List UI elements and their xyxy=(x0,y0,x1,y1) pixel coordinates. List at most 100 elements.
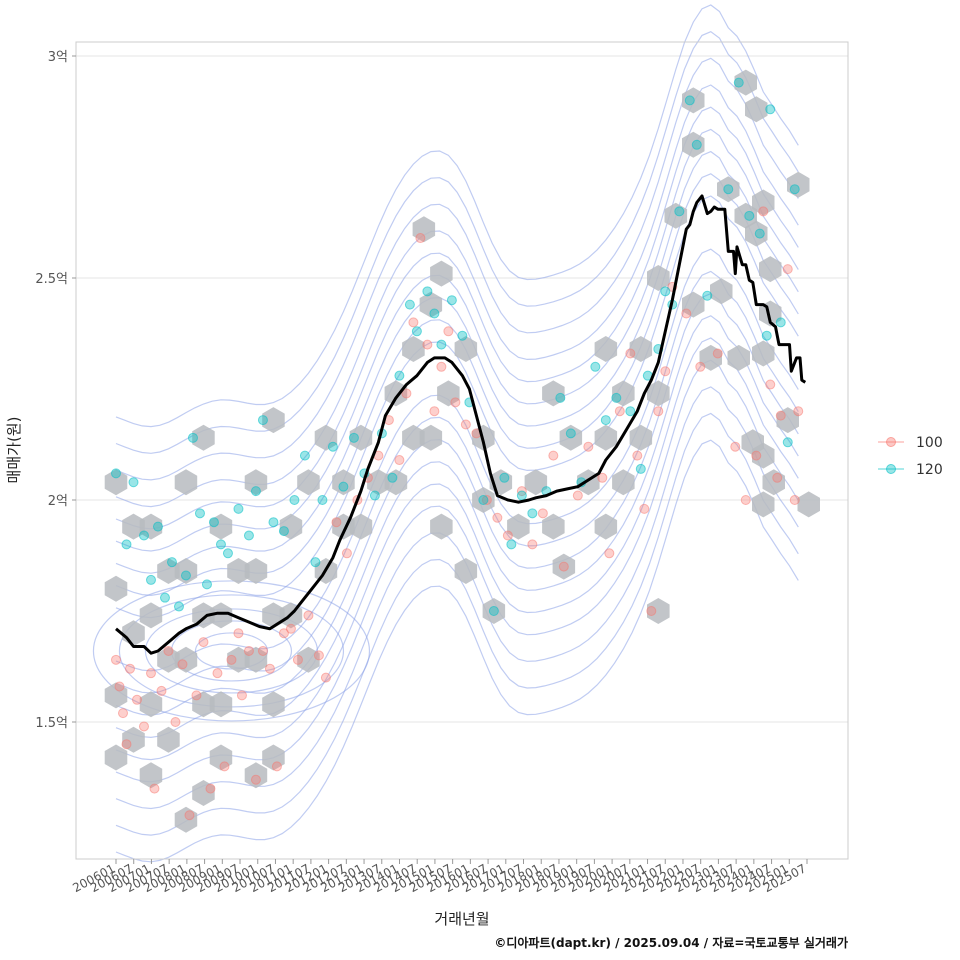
point-series-100 xyxy=(219,761,230,772)
point-series-120 xyxy=(436,339,447,350)
hexbin xyxy=(727,344,750,371)
point-series-100 xyxy=(401,388,412,399)
density-contour-down xyxy=(115,292,799,716)
point-series-120 xyxy=(327,441,338,452)
hexbin xyxy=(227,558,250,584)
hexbin xyxy=(430,260,453,287)
hexbin xyxy=(139,762,163,789)
hexbin xyxy=(542,380,565,407)
point-series-120 xyxy=(660,286,671,297)
x-axis-title: 거래년월 xyxy=(434,910,489,928)
point-series-100 xyxy=(681,308,692,319)
hexbin xyxy=(192,424,215,451)
point-series-100 xyxy=(460,419,471,430)
hexbin xyxy=(524,469,548,496)
point-series-100 xyxy=(394,455,405,466)
x-axis: 2006012006072007012007072008012008072009… xyxy=(70,859,808,895)
hexbin xyxy=(752,491,775,518)
hexbin xyxy=(244,469,268,496)
point-series-100 xyxy=(793,406,804,417)
point-series-100 xyxy=(170,717,181,727)
hexbin xyxy=(157,558,180,584)
point-series-120 xyxy=(317,495,328,505)
hexbin xyxy=(787,171,810,198)
point-series-100 xyxy=(156,685,167,696)
point-series-120 xyxy=(478,495,489,505)
density-contour-down xyxy=(115,248,799,672)
point-series-100 xyxy=(233,628,244,639)
y-tick-label: 2억 xyxy=(48,494,68,509)
hexbin xyxy=(262,744,285,771)
point-series-100 xyxy=(149,783,160,794)
point-series-100 xyxy=(443,326,454,337)
point-series-100 xyxy=(537,508,548,519)
hexbin xyxy=(647,380,670,407)
hexbin xyxy=(139,602,163,629)
hexbin xyxy=(419,291,443,318)
hexbin xyxy=(384,380,408,407)
point-series-100 xyxy=(408,317,419,328)
point-series-120 xyxy=(201,579,212,590)
y-tick-label: 2.5억 xyxy=(35,272,68,287)
hexbin xyxy=(104,744,128,771)
point-series-120 xyxy=(278,526,289,537)
point-series-100 xyxy=(163,645,174,656)
hexbin xyxy=(745,220,768,247)
point-series-100 xyxy=(145,668,156,679)
hexbin xyxy=(122,513,145,540)
point-series-100 xyxy=(257,645,268,656)
hexbin xyxy=(629,424,653,451)
point-series-120 xyxy=(215,539,226,550)
hexbin xyxy=(192,691,215,718)
point-series-100 xyxy=(730,441,741,452)
point-series-120 xyxy=(268,517,279,528)
hexbin xyxy=(349,513,373,540)
point-series-100 xyxy=(236,690,247,701)
point-series-120 xyxy=(289,495,300,505)
point-series-100 xyxy=(604,548,615,559)
point-series-100 xyxy=(660,366,671,377)
point-series-100 xyxy=(429,406,440,417)
point-series-100 xyxy=(303,610,314,621)
point-series-120 xyxy=(159,592,170,603)
point-series-120 xyxy=(180,570,191,581)
point-series-100 xyxy=(278,628,289,639)
point-series-120 xyxy=(702,290,713,301)
plot-panel xyxy=(76,42,848,859)
hexbin xyxy=(412,216,436,243)
hexbin xyxy=(139,513,163,540)
point-series-100 xyxy=(772,472,783,483)
hexbin xyxy=(367,469,390,496)
hexbin xyxy=(647,265,670,291)
point-series-100 xyxy=(751,450,762,461)
hexbin xyxy=(612,469,635,496)
hexbin xyxy=(507,513,530,540)
point-series-120 xyxy=(775,317,786,328)
hexbin xyxy=(244,646,268,673)
point-series-100 xyxy=(572,490,583,501)
point-series-100 xyxy=(782,264,793,275)
point-series-120 xyxy=(243,530,254,541)
point-series-120 xyxy=(422,286,433,297)
point-series-120 xyxy=(299,450,310,461)
point-series-120 xyxy=(789,184,800,195)
point-series-120 xyxy=(128,477,139,488)
point-series-100 xyxy=(502,530,513,541)
hexbin xyxy=(402,336,425,362)
point-series-100 xyxy=(205,783,216,794)
point-series-100 xyxy=(712,348,723,359)
point-series-120 xyxy=(411,326,422,337)
plot-area xyxy=(75,4,849,863)
point-series-120 xyxy=(761,330,772,341)
hexbin xyxy=(682,131,705,158)
hexbin xyxy=(682,87,705,114)
hexbin xyxy=(297,646,320,673)
y-tick-label: 1.5억 xyxy=(35,716,68,731)
point-series-100 xyxy=(765,379,776,390)
hexbin xyxy=(174,646,198,673)
trend-line xyxy=(115,194,807,655)
scatter-points xyxy=(111,77,804,821)
hexbin xyxy=(734,202,757,229)
point-series-100 xyxy=(250,774,261,785)
